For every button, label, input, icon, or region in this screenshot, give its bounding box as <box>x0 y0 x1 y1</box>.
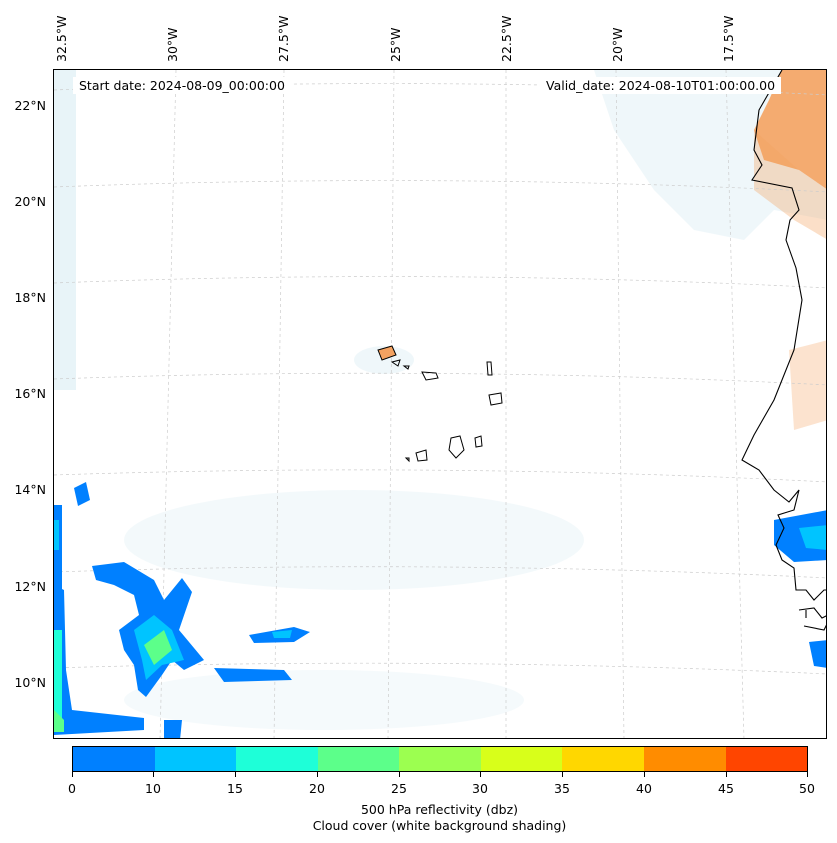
colorbar-cell <box>317 747 400 771</box>
colorbar-tick <box>72 772 73 777</box>
colorbar-cell <box>73 747 155 771</box>
colorbar-cell <box>643 747 726 771</box>
lon-label-22-5w: 22.5°W <box>499 15 514 62</box>
colorbar <box>72 746 808 772</box>
lat-label-14n: 14°N <box>14 482 46 497</box>
colorbar-cell <box>399 747 481 771</box>
colorbar-cell <box>562 747 644 771</box>
colorbar-tick-label: 40 <box>636 781 652 796</box>
colorbar-tick <box>235 772 236 777</box>
colorbar-tick-label: 15 <box>227 781 243 796</box>
lat-label-10n: 10°N <box>14 675 46 690</box>
lon-label-17-5w: 17.5°W <box>721 15 736 62</box>
map-canvas <box>54 70 826 738</box>
colorbar-label-reflectivity: 500 hPa reflectivity (dbz) <box>360 802 519 817</box>
valid-date-label: Valid_date: 2024-08-10T01:00:00.00 <box>540 77 782 94</box>
colorbar-tick-label: 30 <box>472 781 488 796</box>
lon-label-20w: 20°W <box>610 27 625 62</box>
colorbar-tick-label: 50 <box>799 781 815 796</box>
colorbar-tick-label: 0 <box>68 781 76 796</box>
colorbar-tick <box>562 772 563 777</box>
colorbar-tick <box>644 772 645 777</box>
lon-label-30w: 30°W <box>165 27 180 62</box>
lon-label-27-5w: 27.5°W <box>276 15 291 62</box>
colorbar-tick-label: 35 <box>554 781 570 796</box>
reflectivity-patches <box>54 482 826 738</box>
start-date-label: Start date: 2024-08-09_00:00:00 <box>73 77 291 94</box>
cape-verde-islands <box>377 345 503 463</box>
colorbar-tick-label: 25 <box>391 781 407 796</box>
map-panel <box>53 69 827 739</box>
colorbar-tick <box>480 772 481 777</box>
colorbar-tick-label: 20 <box>309 781 325 796</box>
land-shading <box>754 70 826 430</box>
colorbar-cell <box>236 747 318 771</box>
lat-label-20n: 20°N <box>14 194 46 209</box>
colorbar-tick <box>153 772 154 777</box>
lon-label-32-5w: 32.5°W <box>54 15 69 62</box>
colorbar-tick <box>399 772 400 777</box>
colorbar-tick <box>807 772 808 777</box>
colorbar-tick-label: 45 <box>718 781 734 796</box>
colorbar-label-cloud-cover: Cloud cover (white background shading) <box>312 818 567 833</box>
lat-label-12n: 12°N <box>14 579 46 594</box>
lat-label-18n: 18°N <box>14 290 46 305</box>
lat-label-22n: 22°N <box>14 98 46 113</box>
colorbar-tick-label: 10 <box>145 781 161 796</box>
colorbar-cell <box>480 747 563 771</box>
colorbar-tick <box>317 772 318 777</box>
lat-label-16n: 16°N <box>14 386 46 401</box>
colorbar-cell <box>154 747 237 771</box>
coastline <box>741 70 826 631</box>
lon-label-25w: 25°W <box>388 27 403 62</box>
colorbar-cell <box>725 747 808 771</box>
colorbar-tick <box>726 772 727 777</box>
